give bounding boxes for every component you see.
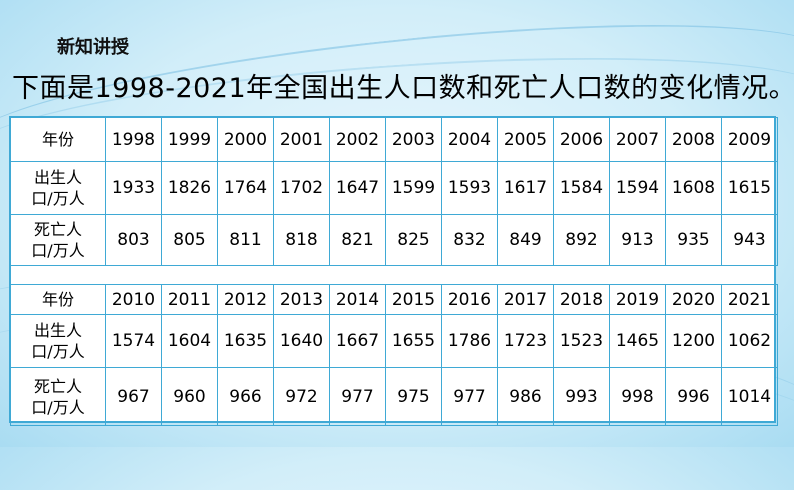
deaths-cell: 975 bbox=[385, 367, 442, 426]
births-cell: 1640 bbox=[273, 314, 330, 368]
year-cell: 2003 bbox=[385, 117, 442, 162]
year-cell: 1999 bbox=[161, 117, 218, 162]
year-cell: 2000 bbox=[217, 117, 274, 162]
year-cell: 2011 bbox=[161, 284, 218, 315]
year-cell: 2014 bbox=[329, 284, 386, 315]
year-cell: 2006 bbox=[553, 117, 610, 162]
year-label: 年份 bbox=[10, 117, 106, 162]
deaths-cell: 943 bbox=[721, 214, 778, 266]
year-cell: 2013 bbox=[273, 284, 330, 315]
year-cell: 2002 bbox=[329, 117, 386, 162]
deaths-cell: 811 bbox=[217, 214, 274, 266]
deaths-label-line2: 口/万人 bbox=[31, 397, 85, 417]
births-cell: 1604 bbox=[161, 314, 218, 368]
deaths-cell: 849 bbox=[497, 214, 554, 266]
births-cell: 1594 bbox=[609, 161, 666, 215]
deaths-cell: 1014 bbox=[721, 367, 778, 426]
births-cell: 1615 bbox=[721, 161, 778, 215]
deaths-label-line2: 口/万人 bbox=[31, 241, 85, 260]
data-table-frame: 年份 1998 1999 2000 2001 2002 2003 2004 20… bbox=[9, 116, 778, 426]
population-table-1998-2009: 年份 1998 1999 2000 2001 2002 2003 2004 20… bbox=[10, 117, 778, 266]
year-cell: 2020 bbox=[665, 284, 722, 315]
births-cell: 1786 bbox=[441, 314, 498, 368]
deaths-label-line1: 死亡人 bbox=[33, 220, 82, 239]
deaths-cell: 972 bbox=[273, 367, 330, 426]
deaths-cell: 993 bbox=[553, 367, 610, 426]
deaths-cell: 977 bbox=[441, 367, 498, 426]
page-heading: 下面是1998-2021年全国出生人口数和死亡人口数的变化情况。 bbox=[12, 73, 794, 104]
year-cell: 2015 bbox=[385, 284, 442, 315]
year-cell: 2012 bbox=[217, 284, 274, 315]
deaths-cell: 960 bbox=[161, 367, 218, 426]
births-cell: 1062 bbox=[721, 314, 778, 368]
population-table-2010-2021: 年份 2010 2011 2012 2013 2014 2015 2016 20… bbox=[10, 284, 778, 426]
year-cell: 2019 bbox=[609, 284, 666, 315]
births-label-line2: 口/万人 bbox=[31, 189, 85, 208]
births-cell: 1593 bbox=[441, 161, 498, 215]
births-cell: 1584 bbox=[553, 161, 610, 215]
deaths-label-line1: 死亡人 bbox=[33, 376, 82, 396]
deaths-cell: 986 bbox=[497, 367, 554, 426]
year-cell: 2021 bbox=[721, 284, 778, 315]
year-cell: 2017 bbox=[497, 284, 554, 315]
births-cell: 1523 bbox=[553, 314, 610, 368]
deaths-cell: 966 bbox=[217, 367, 274, 426]
deaths-cell: 818 bbox=[273, 214, 330, 266]
table-row-deaths: 死亡人 口/万人 803 805 811 818 821 825 832 849 … bbox=[10, 214, 778, 266]
year-cell: 2004 bbox=[441, 117, 498, 162]
births-cell: 1667 bbox=[329, 314, 386, 368]
section-tag: 新知讲授 bbox=[57, 37, 129, 58]
births-label: 出生人口/万人 bbox=[10, 161, 106, 215]
births-cell: 1635 bbox=[217, 314, 274, 368]
deaths-cell: 825 bbox=[385, 214, 442, 266]
deaths-cell: 998 bbox=[609, 367, 666, 426]
deaths-label: 死亡人 口/万人 bbox=[10, 367, 106, 426]
deaths-cell: 996 bbox=[665, 367, 722, 426]
table-row-years: 年份 2010 2011 2012 2013 2014 2015 2016 20… bbox=[10, 284, 778, 315]
deaths-cell: 913 bbox=[609, 214, 666, 266]
births-cell: 1702 bbox=[273, 161, 330, 215]
births-cell: 1617 bbox=[497, 161, 554, 215]
births-cell: 1933 bbox=[105, 161, 162, 215]
year-cell: 1998 bbox=[105, 117, 162, 162]
deaths-cell: 967 bbox=[105, 367, 162, 426]
deaths-cell: 805 bbox=[161, 214, 218, 266]
births-label-line2: 口/万人 bbox=[31, 342, 85, 361]
births-cell: 1599 bbox=[385, 161, 442, 215]
table-row-births: 出生人口/万人 1574 1604 1635 1640 1667 1655 17… bbox=[10, 314, 778, 368]
deaths-cell: 977 bbox=[329, 367, 386, 426]
births-label: 出生人口/万人 bbox=[10, 314, 106, 368]
table-row-deaths: 死亡人 口/万人 967 960 966 972 977 975 977 986 … bbox=[10, 367, 778, 426]
year-cell: 2008 bbox=[665, 117, 722, 162]
year-cell: 2016 bbox=[441, 284, 498, 315]
births-cell: 1764 bbox=[217, 161, 274, 215]
births-cell: 1200 bbox=[665, 314, 722, 368]
year-cell: 2009 bbox=[721, 117, 778, 162]
births-cell: 1655 bbox=[385, 314, 442, 368]
year-label: 年份 bbox=[10, 284, 106, 315]
deaths-cell: 832 bbox=[441, 214, 498, 266]
year-cell: 2018 bbox=[553, 284, 610, 315]
births-cell: 1574 bbox=[105, 314, 162, 368]
deaths-cell: 892 bbox=[553, 214, 610, 266]
year-cell: 2001 bbox=[273, 117, 330, 162]
births-cell: 1647 bbox=[329, 161, 386, 215]
births-cell: 1608 bbox=[665, 161, 722, 215]
deaths-cell: 821 bbox=[329, 214, 386, 266]
births-cell: 1465 bbox=[609, 314, 666, 368]
year-cell: 2005 bbox=[497, 117, 554, 162]
deaths-label: 死亡人口/万人 bbox=[10, 214, 106, 266]
deaths-cell: 935 bbox=[665, 214, 722, 266]
births-cell: 1723 bbox=[497, 314, 554, 368]
births-cell: 1826 bbox=[161, 161, 218, 215]
table-row-years: 年份 1998 1999 2000 2001 2002 2003 2004 20… bbox=[10, 117, 778, 162]
births-label-line1: 出生人 bbox=[33, 321, 82, 340]
year-cell: 2010 bbox=[105, 284, 162, 315]
year-cell: 2007 bbox=[609, 117, 666, 162]
deaths-cell: 803 bbox=[105, 214, 162, 266]
table-row-births: 出生人口/万人 1933 1826 1764 1702 1647 1599 15… bbox=[10, 161, 778, 215]
births-label-line1: 出生人 bbox=[33, 168, 82, 187]
